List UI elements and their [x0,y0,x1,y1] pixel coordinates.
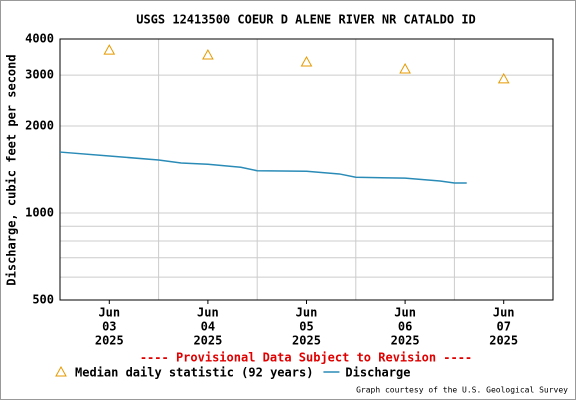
credit: Graph courtesy of the U.S. Geological Su… [356,386,568,395]
x-tick-label: 05 [299,320,313,334]
legend-label: Discharge [345,366,410,380]
median-marker [202,49,214,60]
median-marker [300,55,313,67]
x-tick-label: Jun [98,306,120,320]
x-tick-label: 2025 [193,334,222,348]
chart-title: USGS 12413500 COEUR D ALENE RIVER NR CAT… [136,13,476,27]
legend-symbol [55,365,67,377]
median-marker [103,44,116,55]
y-tick-label: 3000 [25,68,54,82]
discharge-line [59,151,467,184]
legend-label: Median daily statistic (92 years) [75,366,313,380]
y-tick-label: 4000 [25,32,54,46]
x-tick-label: Jun [197,306,219,320]
median-marker [399,62,411,74]
x-tick-label: Jun [493,306,515,320]
x-tick-label: 2025 [391,334,420,348]
x-tick-label: 2025 [292,334,321,348]
median-marker [497,72,510,84]
plot-area [60,39,553,300]
y-axis-label: Discharge, cubic feet per second [5,54,19,285]
y-tick-label: 2000 [25,119,54,133]
x-tick-label: 06 [398,320,412,334]
x-tick-label: 2025 [489,334,518,348]
x-tick-label: Jun [296,306,318,320]
x-tick-label: 07 [496,320,510,334]
x-tick-label: 2025 [95,334,124,348]
provisional-note: ---- Provisional Data Subject to Revisio… [140,351,472,365]
x-tick-label: Jun [394,306,416,320]
x-tick-label: 04 [201,320,215,334]
x-tick-label: 03 [102,320,116,334]
y-tick-label: 500 [32,293,54,307]
plot-border [59,38,554,301]
y-tick-label: 1000 [25,206,54,220]
